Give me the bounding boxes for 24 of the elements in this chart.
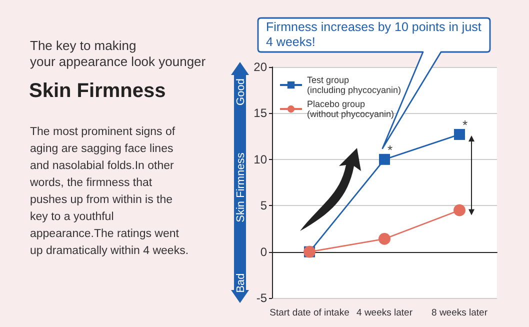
text: Bad: [235, 273, 247, 293]
annotation: *: [462, 117, 468, 132]
legend-label: Placebo group (without phycocyanin): [307, 99, 394, 119]
x-tick-label: Start date of intake: [270, 308, 350, 318]
text: The most prominent signs of aging are sagging face lines and nasolabial folds.In other words, the firmness that pushes up from within is the key to a youthful appearance.The ratings went up dramatically within 4 weeks.: [30, 125, 190, 259]
y-tick-label: 10: [254, 152, 268, 166]
text: The key to making your appearance look younger: [30, 38, 206, 70]
legend-label: Test group (including phycocyanin): [307, 75, 402, 95]
point: [454, 204, 466, 216]
y-tick-label: 15: [254, 106, 268, 120]
x-tick-label: 8 weeks later: [432, 308, 488, 318]
y-tick-label: 0: [260, 244, 268, 259]
y-axis-title: Skin Firmness: [235, 152, 247, 222]
point: [379, 154, 390, 165]
text: Good: [235, 78, 247, 106]
y-tick-label: 20: [254, 60, 268, 74]
y-tick-label: 5: [260, 198, 268, 213]
y-tick-label: -5: [256, 291, 268, 305]
text: Skin Firmness: [29, 80, 166, 103]
annotation: *: [388, 142, 393, 158]
text: Firmness increases by 10 points in just 4 weeks!: [265, 19, 482, 51]
point: [378, 232, 390, 245]
x-tick-label: 4 weeks later: [356, 308, 412, 318]
point: [454, 128, 465, 140]
